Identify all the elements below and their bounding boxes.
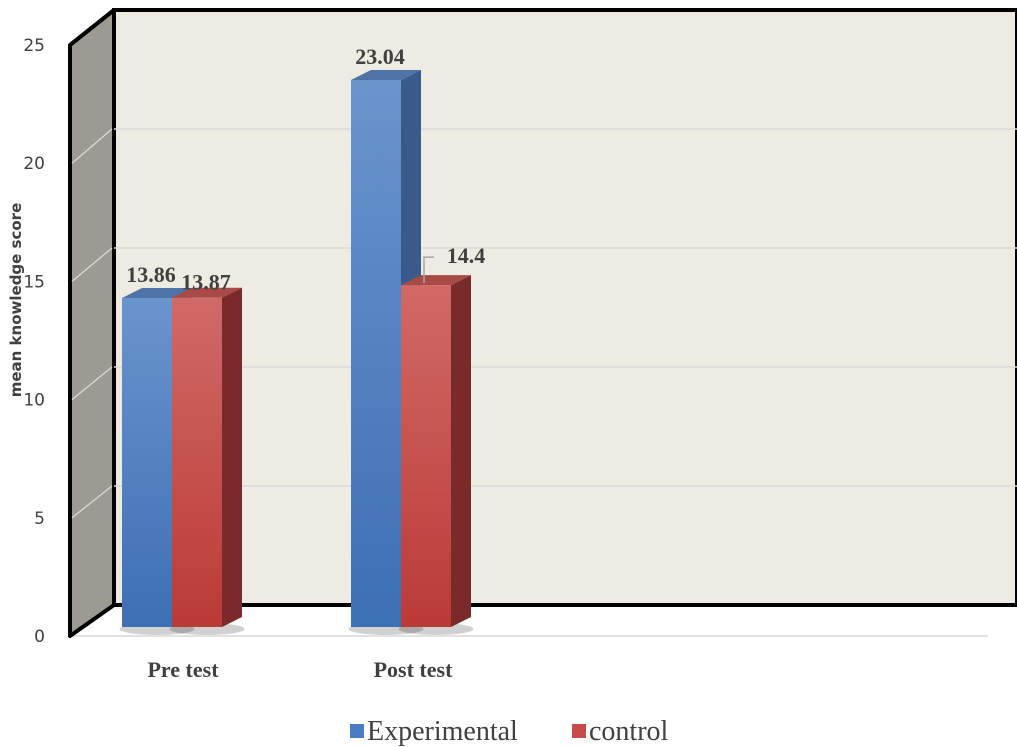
leader-line bbox=[423, 256, 434, 284]
legend-label: Experimental bbox=[367, 716, 518, 747]
data-label: 23.04 bbox=[355, 44, 405, 69]
y-tick-label: 0 bbox=[34, 627, 45, 647]
gridlines bbox=[71, 128, 1017, 519]
bar-top bbox=[122, 287, 192, 298]
bar-control-post-test bbox=[401, 285, 451, 627]
legend-swatch bbox=[572, 724, 586, 738]
data-labels: 13.86 23.04 13.87 14.4 bbox=[126, 44, 485, 295]
y-tick-label: 20 bbox=[23, 154, 45, 174]
bar-top bbox=[172, 287, 242, 298]
bar-top bbox=[401, 275, 471, 286]
floor bbox=[70, 605, 1017, 636]
y-tick-labels: 0 5 10 15 20 25 bbox=[23, 36, 45, 647]
data-label: 14.4 bbox=[447, 243, 486, 268]
y-tick-label: 10 bbox=[23, 391, 45, 411]
y-tick-label: 5 bbox=[34, 509, 45, 529]
bar-top bbox=[351, 70, 421, 80]
data-label: 13.87 bbox=[181, 270, 231, 295]
legend-swatch bbox=[350, 724, 364, 738]
x-category-label: Pre test bbox=[147, 657, 219, 682]
bar-experimental-post-test bbox=[351, 80, 401, 627]
side-gridline bbox=[71, 485, 113, 519]
y-axis-title: mean knowledge score bbox=[7, 203, 25, 398]
back-wall bbox=[112, 8, 1017, 607]
bar-experimental-pre-test bbox=[122, 297, 172, 627]
legend-label: control bbox=[589, 716, 669, 747]
y-tick-label: 15 bbox=[23, 272, 45, 292]
x-category-labels: Pre test Post test bbox=[147, 657, 453, 682]
bar-control-pre-test bbox=[172, 297, 222, 627]
data-label: 13.86 bbox=[126, 262, 176, 287]
y-tick-label: 25 bbox=[23, 36, 45, 56]
bar-side bbox=[451, 275, 471, 627]
side-wall bbox=[68, 8, 116, 638]
side-gridline bbox=[71, 128, 113, 164]
x-category-label: Post test bbox=[374, 657, 453, 682]
legend: Experimental control bbox=[350, 716, 669, 747]
chart-walls bbox=[68, 8, 1017, 638]
side-gridline bbox=[71, 247, 113, 282]
bar-side bbox=[222, 287, 242, 627]
side-gridline bbox=[71, 366, 113, 401]
bars bbox=[119, 70, 474, 635]
